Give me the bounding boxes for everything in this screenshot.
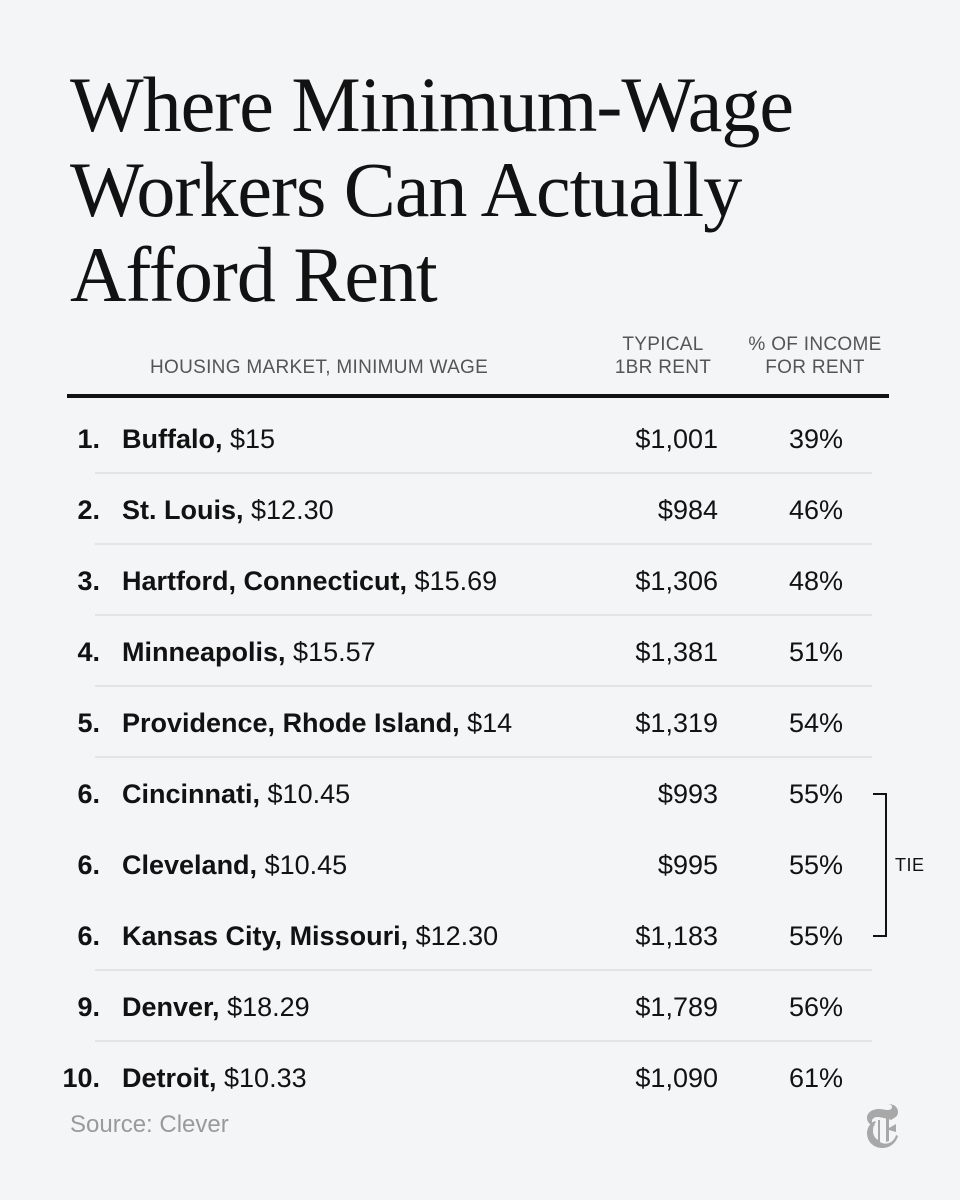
table-row: 9. Denver, $18.29 $1,789 56%	[0, 971, 960, 1042]
row-income-pct: 55%	[788, 850, 844, 880]
column-header-pct-line-1: % OF INCOME	[748, 334, 882, 355]
row-rent: $1,789	[635, 992, 718, 1022]
row-rank: 2.	[77, 495, 100, 525]
row-rent: $993	[657, 779, 718, 809]
row-divider	[95, 969, 872, 971]
table-row: 10. Detroit, $10.33 $1,090 61%	[0, 1042, 960, 1113]
table-row: 4. Minneapolis, $15.57 $1,381 51%	[0, 616, 960, 687]
row-market: Kansas City, Missouri, $12.30	[122, 920, 498, 952]
row-rank: 6.	[77, 921, 100, 951]
row-wage: $15.69	[414, 566, 498, 596]
column-header-market: HOUSING MARKET, MINIMUM WAGE	[150, 357, 489, 378]
row-rank: 6.	[77, 850, 100, 880]
table-row: 5. Providence, Rhode Island, $14 $1,319 54%	[0, 687, 960, 758]
table-row: 3. Hartford, Connecticut, $15.69 $1,306 48%	[0, 545, 960, 616]
row-rank: 4.	[77, 637, 100, 667]
row-rent: $1,381	[635, 637, 718, 667]
row-rank: 1.	[77, 424, 100, 454]
row-income-pct: 61%	[788, 1063, 844, 1093]
page-title: Where Minimum-Wage Workers Can Actually …	[70, 62, 890, 317]
row-market: Providence, Rhode Island, $14	[122, 707, 512, 739]
row-rank: 3.	[77, 566, 100, 596]
column-header-pct-line-2: FOR RENT	[765, 357, 865, 378]
row-rent: $1,319	[635, 708, 718, 738]
row-wage: $12.30	[251, 495, 334, 525]
row-income-pct: 39%	[788, 424, 844, 454]
row-wage: $18.29	[227, 992, 310, 1022]
row-income-pct: 46%	[788, 495, 844, 525]
header-rule	[67, 394, 889, 398]
row-market: Cleveland, $10.45	[122, 849, 347, 881]
column-header-income-pct: % OF INCOME FOR RENT	[742, 333, 888, 379]
row-wage: $10.45	[264, 850, 348, 880]
row-income-pct: 55%	[788, 921, 844, 951]
table-row: 6. Cincinnati, $10.45 $993 55%	[0, 758, 960, 829]
row-divider	[95, 756, 872, 758]
row-market: Minneapolis, $15.57	[122, 636, 376, 668]
row-rent: $1,183	[635, 921, 718, 951]
table-row: 6. Kansas City, Missouri, $12.30 $1,183 55%	[0, 900, 960, 971]
row-city: Denver,	[122, 992, 220, 1022]
table-row: 6. Cleveland, $10.45 $995 55%	[0, 829, 960, 900]
row-market: Hartford, Connecticut, $15.69	[122, 565, 497, 597]
row-rank: 6.	[77, 779, 100, 809]
row-city: Kansas City, Missouri,	[122, 921, 409, 951]
nyt-t-logo-icon	[867, 1104, 898, 1148]
row-divider	[95, 1040, 872, 1042]
row-city: Cincinnati,	[122, 779, 261, 809]
title-line-1: Where Minimum-Wage	[70, 61, 794, 148]
row-income-pct: 54%	[788, 708, 844, 738]
row-city: Providence, Rhode Island,	[122, 708, 460, 738]
tie-label: TIE	[895, 855, 925, 875]
row-divider	[95, 472, 872, 474]
row-rank: 5.	[77, 708, 100, 738]
title-line-2: Workers Can Actually	[70, 146, 742, 233]
table-row: 1. Buffalo, $15 $1,001 39%	[0, 403, 960, 474]
row-city: St. Louis,	[122, 495, 244, 525]
row-rent: $984	[657, 495, 718, 525]
row-wage: $10.33	[224, 1063, 307, 1093]
row-income-pct: 51%	[788, 637, 844, 667]
row-market: Buffalo, $15	[122, 423, 275, 455]
row-city: Hartford, Connecticut,	[122, 566, 408, 596]
row-rank: 10.	[62, 1063, 100, 1093]
row-wage: $15.57	[293, 637, 376, 667]
row-income-pct: 55%	[788, 779, 844, 809]
row-city: Detroit,	[122, 1063, 217, 1093]
title-line-3: Afford Rent	[70, 231, 438, 318]
row-market: Denver, $18.29	[122, 991, 310, 1023]
row-rank: 9.	[77, 992, 100, 1022]
row-income-pct: 48%	[788, 566, 844, 596]
column-header-rent: TYPICAL 1BR RENT	[600, 333, 726, 379]
row-market: Detroit, $10.33	[122, 1062, 307, 1094]
row-rent: $995	[657, 850, 718, 880]
row-wage: $15	[230, 424, 276, 454]
row-city: Cleveland,	[122, 850, 258, 880]
row-rent: $1,001	[635, 424, 718, 454]
source-note: Source: Clever	[70, 1111, 229, 1138]
row-wage: $10.45	[267, 779, 351, 809]
table-row: 2. St. Louis, $12.30 $984 46%	[0, 474, 960, 545]
column-header-rent-line-2: 1BR RENT	[614, 357, 712, 378]
row-wage: $14	[467, 708, 513, 738]
row-income-pct: 56%	[788, 992, 844, 1022]
row-city: Buffalo,	[122, 424, 223, 454]
row-market: St. Louis, $12.30	[122, 494, 334, 526]
row-market: Cincinnati, $10.45	[122, 778, 350, 810]
row-divider	[95, 685, 872, 687]
row-divider	[95, 543, 872, 545]
row-rent: $1,306	[635, 566, 718, 596]
row-wage: $12.30	[415, 921, 499, 951]
tie-bracket	[873, 793, 887, 937]
column-header-rent-line-1: TYPICAL	[622, 334, 704, 355]
row-city: Minneapolis,	[122, 637, 286, 667]
row-divider	[95, 614, 872, 616]
row-rent: $1,090	[635, 1063, 718, 1093]
